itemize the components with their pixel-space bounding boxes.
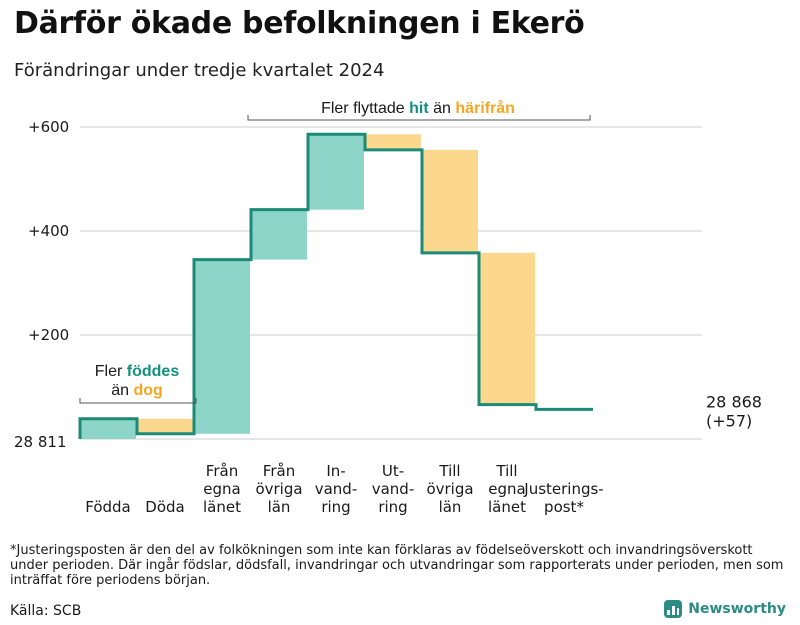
grid-lines: [80, 126, 702, 440]
x-tick-labels: Födda DödaFrånegnalänetFrånövrigalänIn-va…: [85, 462, 603, 516]
start-value-label: 28 811: [14, 433, 67, 451]
chart-title: Därför ökade befolkningen i Ekerö: [14, 6, 585, 41]
annotation-migration: Fler flyttade hit än härifrån: [321, 99, 515, 117]
end-value-label: 28 868: [706, 392, 762, 411]
x-tick-label: Från: [263, 462, 295, 480]
x-tick-label: Döda: [145, 498, 184, 516]
annotation-migration-bracket: [247, 115, 591, 121]
x-tick-label: Till: [495, 462, 517, 480]
step-line: 28 868(+57): [78, 132, 762, 439]
x-tick-label: län: [268, 498, 291, 516]
annotation-births-line1: Fler föddes: [95, 363, 180, 380]
x-tick-label: egna: [203, 480, 240, 498]
x-tick-label: länet: [488, 498, 526, 516]
x-tick-label: länet: [203, 498, 241, 516]
end-change-label: (+57): [706, 411, 752, 430]
brand-logo: Newsworthy: [664, 600, 786, 618]
brand-name: Newsworthy: [688, 601, 786, 617]
x-tick-label: post*: [544, 498, 584, 516]
waterfall-bar: [251, 209, 307, 260]
x-tick-label: län: [439, 498, 462, 516]
chart-subtitle: Förändringar under tredje kvartalet 2024: [14, 60, 385, 81]
y-tick-label: +200: [28, 326, 69, 344]
x-tick-label: vand-: [372, 480, 415, 498]
x-tick-label: vand-: [315, 480, 358, 498]
x-tick-label: ring: [378, 498, 407, 516]
x-tick-label: Från: [206, 462, 238, 480]
x-tick-label: egna: [488, 480, 525, 498]
x-tick-label: Ut-: [382, 462, 404, 480]
footnote: *Justeringsposten är den del av folkökni…: [10, 543, 784, 588]
source-label: Källa: SCB: [10, 603, 82, 619]
waterfall-bar: [194, 259, 250, 434]
waterfall-chart: +200 +400 +600 28 811 28 868(+57) Födda Döda…: [14, 99, 762, 516]
waterfall-bar: [422, 149, 478, 253]
y-tick-labels: +200 +400 +600 28 811: [14, 118, 69, 451]
x-tick-label: ring: [321, 498, 350, 516]
y-tick-label: +400: [28, 222, 69, 240]
cumulative-step-line: [78, 132, 593, 439]
y-tick-label: +600: [28, 118, 69, 136]
annotation-births-bracket: [79, 398, 197, 404]
x-tick-label: övriga: [426, 480, 473, 498]
bars: [80, 134, 535, 439]
x-tick-label: In-: [326, 462, 345, 480]
x-tick-label: Till: [438, 462, 460, 480]
x-tick-label: övriga: [255, 480, 302, 498]
waterfall-bar: [308, 134, 364, 210]
waterfall-bar: [137, 418, 193, 434]
x-tick-label: Födda: [85, 498, 131, 516]
waterfall-bar: [365, 134, 421, 150]
waterfall-bar: [80, 418, 136, 439]
annotations: Fler föddes än dog Fler flyttade hit än hä…: [79, 99, 591, 404]
bar-chart-icon: [664, 600, 683, 618]
waterfall-bar: [479, 252, 535, 405]
annotation-births-line2: än dog: [111, 382, 163, 399]
x-tick-label: Justerings-: [523, 480, 603, 498]
